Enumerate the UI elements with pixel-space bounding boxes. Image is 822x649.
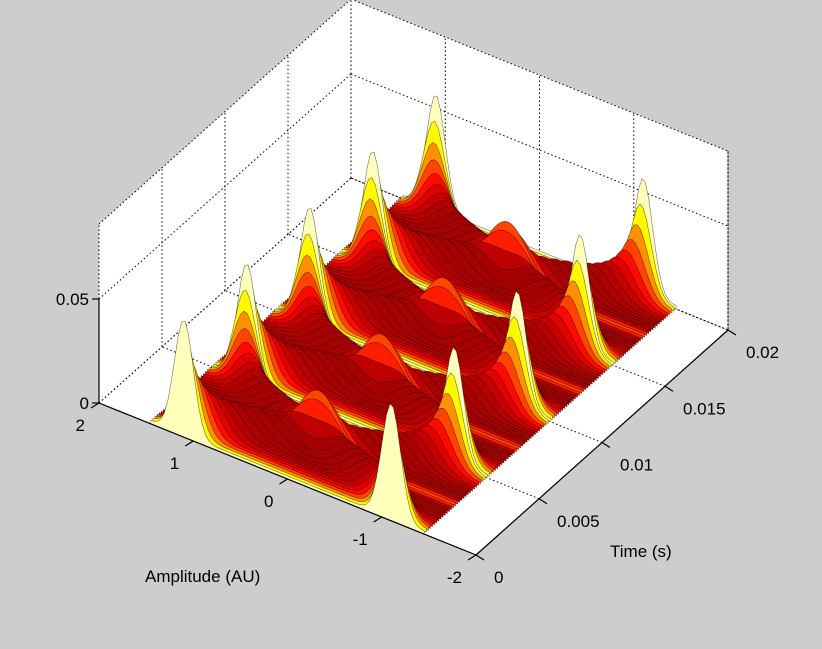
surface-plot [150,95,677,535]
y-tick-label: -2 [447,568,462,587]
y-axis-label: Amplitude (AU) [145,567,260,586]
x-axis-label: Time (s) [610,542,672,561]
x-tick-mark [664,385,674,392]
surface-slice [150,320,425,535]
y-tick-mark [184,440,194,447]
x-axis-ticks: 0 0.005 0.01 0.015 0.02 [475,329,779,587]
x-tick-mark [475,554,485,561]
y-tick-label: 1 [170,454,179,473]
x-tick-mark [727,329,737,336]
y-tick-label: -1 [353,530,368,549]
y-tick-mark [279,478,288,485]
z-gridline [98,177,352,404]
x-tick-label: 0.015 [683,399,726,418]
box-edge [98,0,351,225]
z-gridline [98,73,352,300]
y-axis-ticks: -2 -1 0 1 2 [76,402,477,587]
x-tick-mark [601,441,611,449]
y-tick-label: 0 [264,492,273,511]
z-tick-label: 0.05 [56,290,89,309]
x-tick-mark [538,498,548,505]
x-tick-label: 0.02 [746,343,779,362]
z-tick-label: 0 [80,394,89,413]
y-tick-mark [373,516,383,523]
y-tick-label: 2 [76,416,85,435]
y-tick-mark [467,554,477,561]
y-tick-mark [90,402,100,409]
x-tick-label: 0.01 [620,456,653,475]
x-tick-label: 0.005 [557,512,600,531]
x-tick-label: 0 [494,568,503,587]
z-axis-ticks: 00.05 [56,290,99,413]
